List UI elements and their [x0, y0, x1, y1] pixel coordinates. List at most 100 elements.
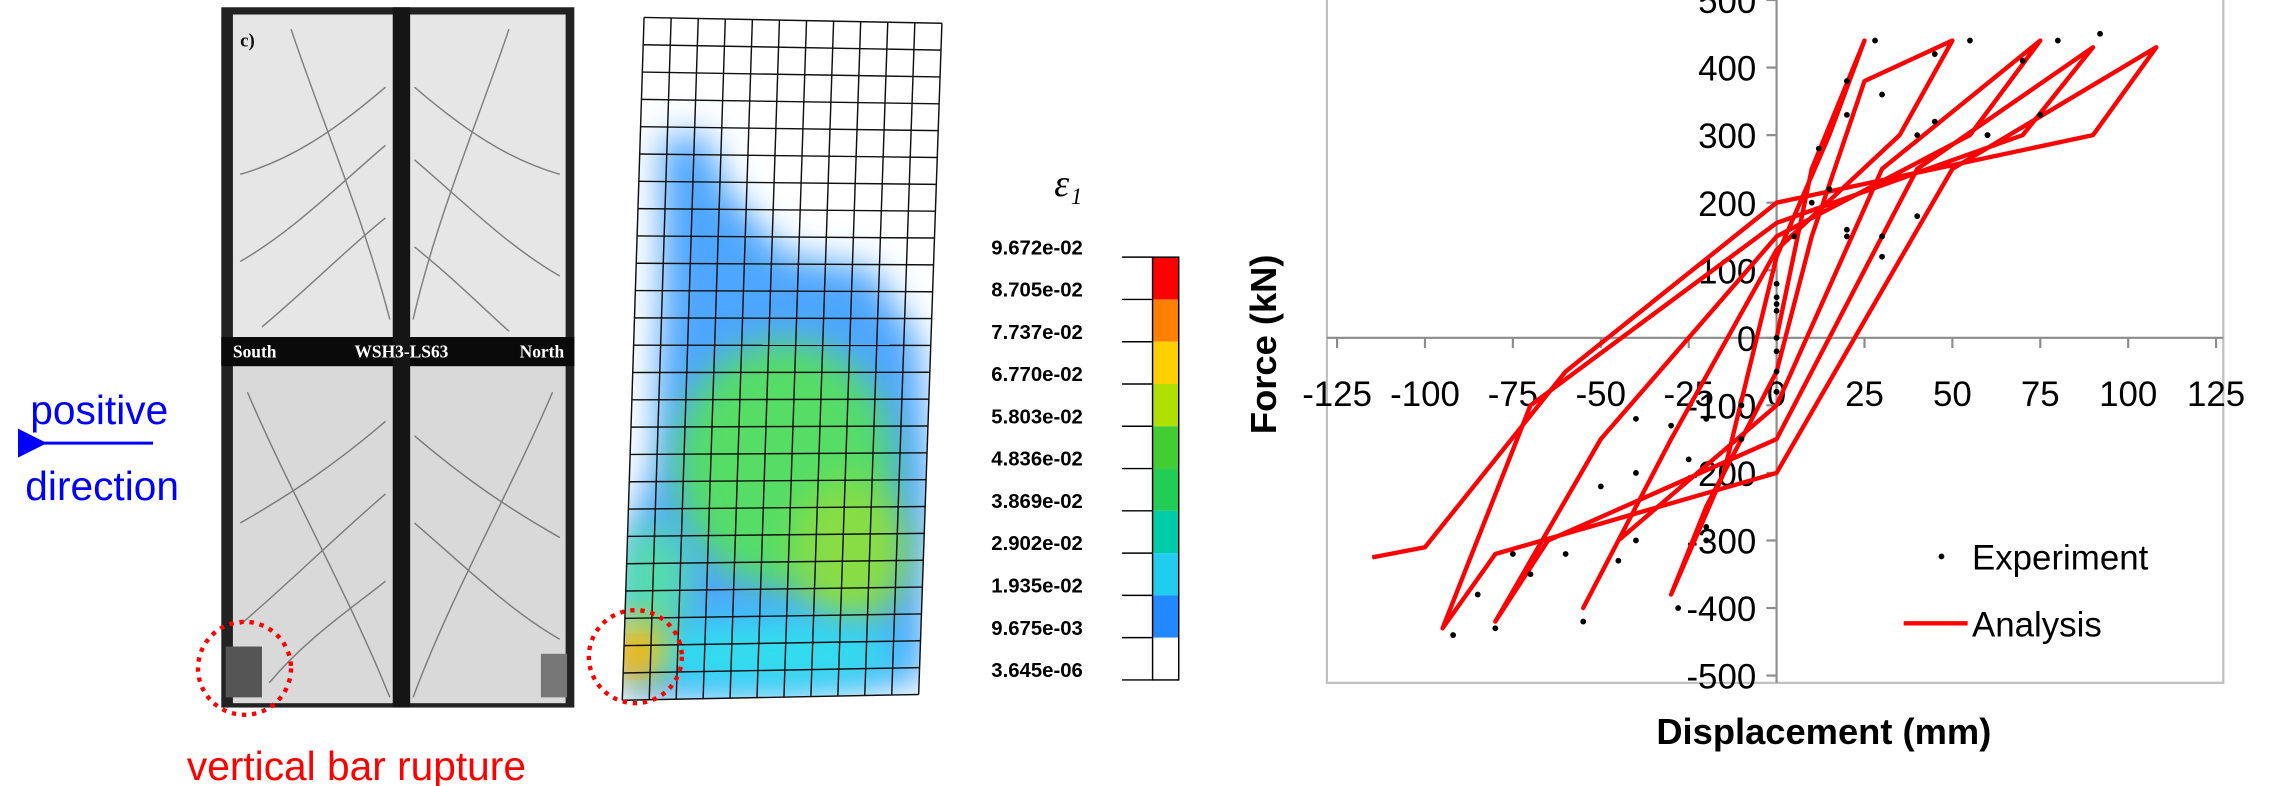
colorbar-label: 2.902e-02 [991, 533, 1083, 555]
experiment-point [1843, 78, 1850, 84]
colorbar-band [1152, 468, 1179, 511]
photo-label-south: South [233, 341, 277, 361]
mesh-line [639, 153, 938, 159]
experiment-point [1879, 253, 1885, 260]
mesh-line [810, 21, 835, 697]
experiment-point [1914, 213, 1921, 220]
experiment-point [1633, 415, 1639, 422]
mesh-line [629, 478, 927, 483]
experiment-point [2097, 30, 2103, 37]
colorbar-band [1152, 637, 1179, 680]
panel-label: c) [240, 30, 255, 51]
experiment-point [1984, 132, 1991, 139]
y-tick-label: 300 [1698, 117, 1756, 156]
mesh-line [837, 21, 862, 697]
colorbar-band [1152, 341, 1179, 384]
experiment-point [1773, 301, 1780, 307]
legend-label: Analysis [1972, 605, 2102, 644]
colorbar-label: 8.705e-02 [991, 280, 1083, 302]
experiment-point [1615, 557, 1622, 564]
experiment-point [1703, 524, 1710, 530]
experiment-point [1773, 334, 1780, 341]
mesh-line [630, 452, 928, 456]
experiment-point [1562, 551, 1569, 557]
mesh-line [648, 17, 672, 700]
y-tick-label: 400 [1698, 50, 1756, 89]
experiment-point [1843, 111, 1850, 118]
mesh-line [640, 125, 939, 132]
mesh-line [783, 20, 808, 698]
x-tick-label: 125 [2187, 375, 2245, 414]
hysteresis-chart: Displacement (mm) Force (kN) -125 -100 -75… [1243, 0, 2245, 752]
colorbar-band [1152, 299, 1179, 342]
rupture-circle [586, 608, 685, 706]
mesh-line [890, 22, 916, 696]
mesh-line [729, 19, 754, 699]
colorbar-band [1152, 257, 1179, 300]
experiment-point [1738, 436, 1745, 443]
mesh-line [642, 71, 941, 78]
strain-contour [622, 133, 931, 701]
colorbar-label: 5.803e-02 [991, 406, 1083, 428]
mesh-line [702, 18, 727, 699]
x-tick-label: 25 [1845, 375, 1884, 414]
experiment-point [2054, 37, 2061, 44]
experiment-point [1474, 591, 1481, 598]
mesh-line [864, 22, 889, 696]
experiment-point [1808, 199, 1815, 206]
mesh-line [630, 425, 928, 428]
x-tick-label: 75 [2021, 375, 2060, 414]
mesh-line [628, 505, 926, 510]
experiment-point [1879, 91, 1885, 98]
y-tick-label: -500 [1686, 658, 1756, 697]
mesh-line [637, 207, 936, 212]
experiment-point [2019, 57, 2026, 64]
colorbar-label: 9.675e-03 [991, 618, 1083, 640]
experiment-point [1703, 415, 1710, 422]
mesh [621, 16, 943, 702]
mesh-line [635, 289, 933, 293]
experiment-point [1967, 37, 1973, 44]
experiment-point [1914, 132, 1921, 139]
mesh-line [624, 613, 922, 620]
mesh-line [623, 666, 920, 674]
colorbar-label: 6.770e-02 [991, 364, 1083, 386]
experiment-point [1580, 618, 1587, 625]
experiment-point [1668, 422, 1675, 429]
colorbar-label: 3.645e-06 [991, 660, 1083, 682]
experiment-point [1931, 118, 1938, 125]
mesh-line [627, 532, 925, 538]
experiment-point [1773, 348, 1780, 355]
x-tick-label: -50 [1576, 375, 1626, 414]
mesh-line [621, 17, 645, 701]
colorbar-band [1152, 553, 1179, 596]
x-tick-label: 100 [2099, 375, 2157, 414]
mesh-line [624, 640, 921, 647]
y-tick-label: 200 [1698, 185, 1756, 224]
x-axis-label: Displacement (mm) [1656, 711, 1991, 752]
rupture-label: vertical bar rupture [187, 743, 526, 786]
experiment-point [1773, 388, 1780, 395]
colorbar-band [1152, 595, 1179, 638]
y-tick-label: 0 [1737, 320, 1756, 359]
mesh-line [644, 16, 942, 24]
mesh-line [638, 180, 937, 186]
mesh-line [631, 398, 929, 401]
legend-label: Experiment [1972, 539, 2149, 578]
x-tick-label: 50 [1933, 375, 1972, 414]
contour-legend: ε₁ 9.672e-02 8.705e-02 7.737e-02 6.770e-02 5… [991, 163, 1180, 682]
experiment-point [1597, 483, 1604, 490]
experiment-point [1492, 625, 1499, 632]
plot-area [1325, 0, 2225, 684]
mesh-line [756, 20, 781, 698]
colorbar-band [1152, 383, 1179, 427]
experiment-point [1843, 233, 1850, 240]
rupture-circle [195, 619, 294, 717]
colorbar-band [1152, 426, 1179, 469]
experiment-point [1872, 37, 1878, 44]
experiment-point [1773, 307, 1780, 314]
experiment-point [1843, 226, 1850, 233]
mesh-line [636, 262, 934, 266]
specimen-photo: c) South WSH3-LS63 North [195, 7, 575, 717]
